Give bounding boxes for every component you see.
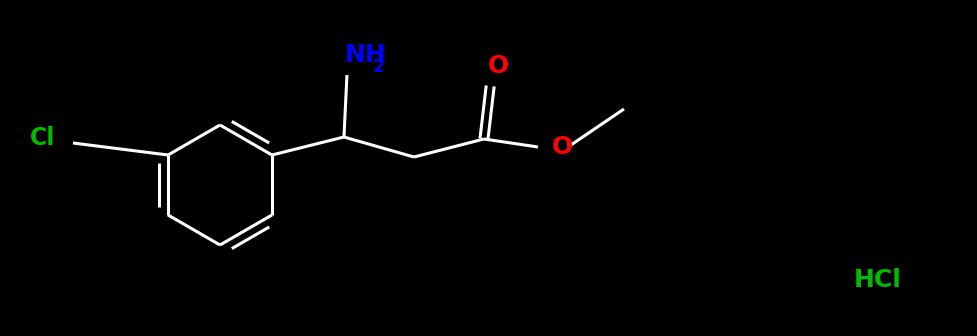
Text: NH: NH (345, 43, 387, 67)
Text: O: O (552, 135, 573, 159)
Text: HCl: HCl (854, 268, 902, 292)
Text: 2: 2 (373, 58, 385, 76)
Text: Cl: Cl (29, 126, 55, 150)
Text: O: O (488, 54, 509, 78)
